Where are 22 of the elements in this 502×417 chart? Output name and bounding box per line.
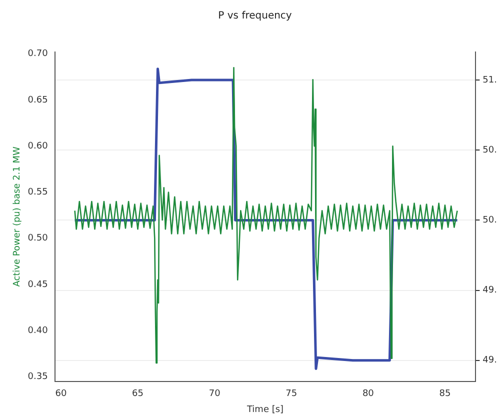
x-tick-label: 80 xyxy=(362,389,374,400)
x-tick-label: 85 xyxy=(439,389,451,400)
y-tick-label: 0.40 xyxy=(28,326,48,336)
y-tick-label: 0.65 xyxy=(28,95,48,106)
y-tick-label: 0.70 xyxy=(28,49,48,60)
y2-tick-label: 50. xyxy=(482,145,498,156)
y2-tick-label: 49. xyxy=(482,356,498,366)
y-tick-label: 0.60 xyxy=(28,141,48,152)
x-tick-label: 70 xyxy=(208,389,221,400)
x-tick-label: 65 xyxy=(132,389,144,400)
y-tick-label: 0.45 xyxy=(28,280,48,290)
y-tick-label: 0.35 xyxy=(28,372,48,382)
x-tick-label: 75 xyxy=(286,389,298,400)
y-axis-title: Active Power (pu) base 2.1 MW xyxy=(12,146,23,287)
chart-title: P vs frequency xyxy=(218,10,292,22)
y2-tick-label: 50. xyxy=(482,216,498,226)
y2-tick-label: 49. xyxy=(482,286,498,296)
x-axis-title: Time [s] xyxy=(246,404,284,415)
x-tick-label: 60 xyxy=(55,389,67,400)
y2-tick-label: 51. xyxy=(482,75,498,86)
y-tick-label: 0.50 xyxy=(28,234,48,244)
y-tick-label: 0.55 xyxy=(28,188,48,198)
